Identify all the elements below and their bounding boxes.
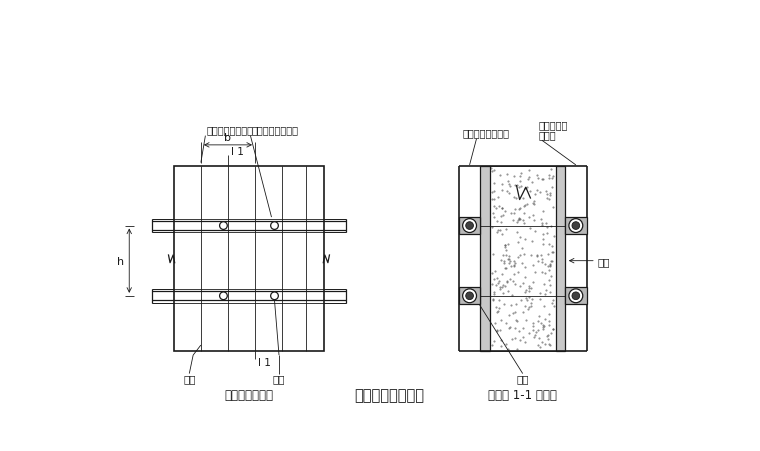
Bar xyxy=(459,218,480,235)
Text: 墙模板正立面图: 墙模板正立面图 xyxy=(224,388,274,401)
Text: 钢管）: 钢管） xyxy=(538,129,556,139)
Bar xyxy=(556,167,565,351)
Bar xyxy=(565,288,587,304)
Bar xyxy=(565,218,587,235)
Circle shape xyxy=(220,222,227,230)
Circle shape xyxy=(463,219,477,233)
Text: 面板: 面板 xyxy=(183,373,195,383)
Circle shape xyxy=(572,292,580,300)
Text: 耶栓: 耶栓 xyxy=(273,373,285,383)
Circle shape xyxy=(271,292,278,300)
Text: h: h xyxy=(118,256,125,266)
Circle shape xyxy=(220,292,227,300)
Text: 次楞（圆形钢管）: 次楞（圆形钢管） xyxy=(252,125,299,135)
Text: 耶栓: 耶栓 xyxy=(517,373,529,383)
Text: b: b xyxy=(224,133,232,143)
Text: 主楞（圆形钢管）: 主楞（圆形钢管） xyxy=(463,128,510,138)
Circle shape xyxy=(572,222,580,230)
Bar xyxy=(480,167,489,351)
Text: 墙模板 1-1 剪面图: 墙模板 1-1 剪面图 xyxy=(488,388,557,401)
Text: 次楞（固形: 次楞（固形 xyxy=(538,120,568,130)
Circle shape xyxy=(466,222,473,230)
Text: 墙模板设计简图。: 墙模板设计简图。 xyxy=(354,387,425,403)
Circle shape xyxy=(569,289,583,303)
Text: l 1: l 1 xyxy=(258,358,271,368)
Text: 面板: 面板 xyxy=(597,256,610,266)
Bar xyxy=(489,167,556,351)
Bar xyxy=(174,167,324,351)
Text: 主楞（圆形钢管）: 主楞（圆形钢管） xyxy=(207,125,254,135)
Circle shape xyxy=(466,292,473,300)
Circle shape xyxy=(271,222,278,230)
Circle shape xyxy=(569,219,583,233)
Text: l 1: l 1 xyxy=(231,147,244,157)
Bar xyxy=(459,288,480,304)
Circle shape xyxy=(463,289,477,303)
